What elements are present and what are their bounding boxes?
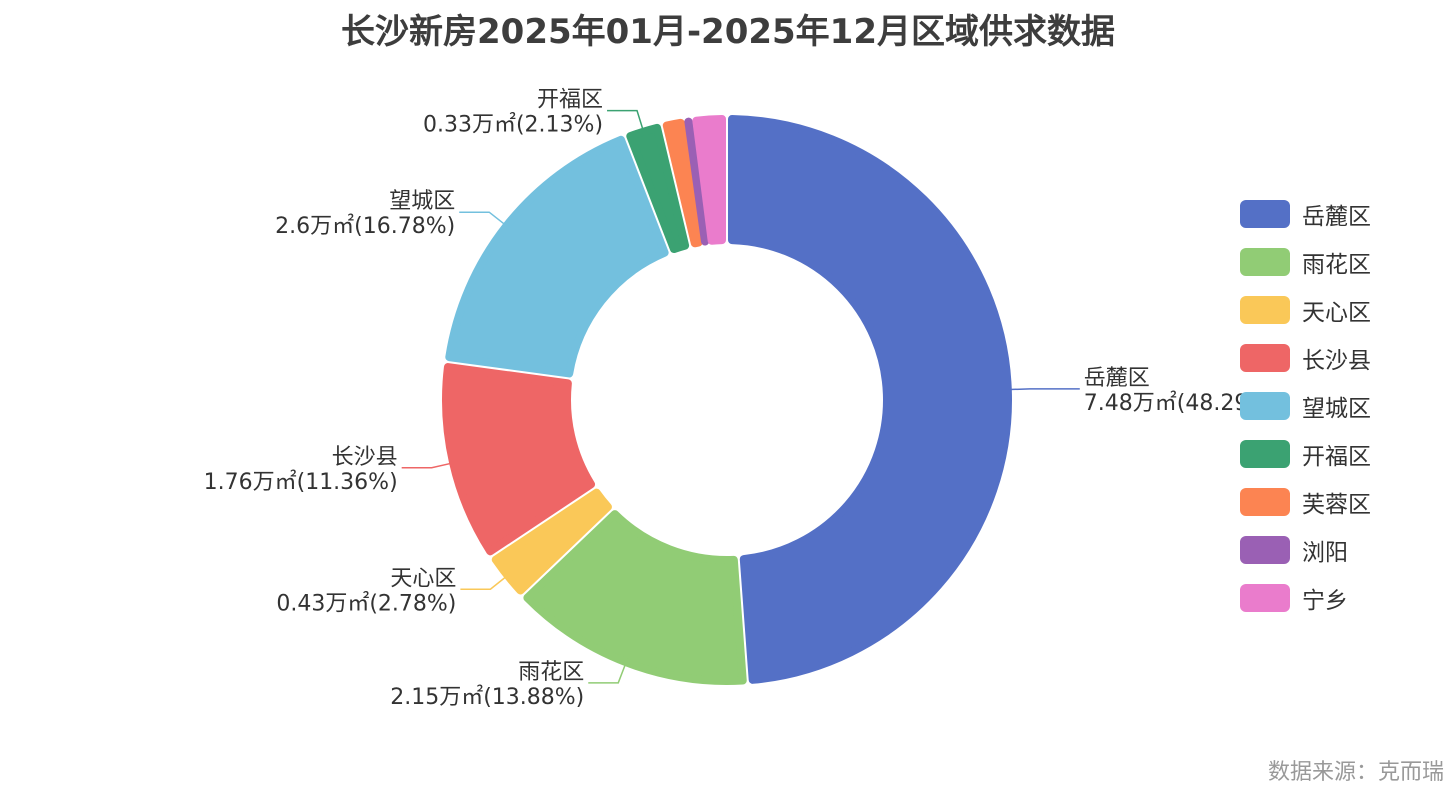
slice-59295fc3533a[interactable] <box>491 488 612 595</box>
slice-label-value-5f00798f533a: 0.33万㎡(2.13%) <box>423 112 603 138</box>
slice-5b814e61[interactable] <box>692 115 727 245</box>
legend-swatch <box>1240 440 1290 468</box>
slice-829984c9533a[interactable] <box>662 118 703 248</box>
slice-957f6c9953bf[interactable] <box>442 363 596 556</box>
label-line-5f00798f533a <box>607 109 644 130</box>
legend-label: 岳麓区 <box>1302 204 1371 230</box>
chart-legend: 岳麓区雨花区天心区长沙县望城区开福区芙蓉区浏阳宁乡 <box>1240 190 1371 622</box>
legend-label: 天心区 <box>1302 300 1371 326</box>
legend-item-671b57ce533a[interactable]: 望城区 <box>1240 382 1371 430</box>
legend-item-829984c9533a[interactable]: 芙蓉区 <box>1240 478 1371 526</box>
slice-label-value-96e882b1533a: 2.15万㎡(13.88%) <box>390 684 584 710</box>
slice-label-name-957f6c9953bf: 长沙县 <box>332 445 398 470</box>
legend-swatch <box>1240 296 1290 324</box>
slice-671b57ce533a[interactable] <box>445 135 669 378</box>
slice-labels: 岳麓区7.48万㎡(48.29%)雨花区2.15万㎡(13.88%)天心区0.4… <box>204 88 1278 710</box>
slice-label-name-59295fc3533a: 天心区 <box>390 566 456 591</box>
label-line-96e882b1533a <box>588 663 627 684</box>
legend-item-957f6c9953bf[interactable]: 长沙县 <box>1240 334 1371 382</box>
legend-swatch <box>1240 344 1290 372</box>
legend-swatch <box>1240 392 1290 420</box>
chart-title: 长沙新房2025年01月-2025年12月区域供求数据 <box>341 12 1115 52</box>
label-line-671b57ce533a <box>459 211 506 226</box>
legend-swatch <box>1240 536 1290 564</box>
label-line-957f6c9953bf <box>401 462 452 469</box>
legend-swatch <box>1240 584 1290 612</box>
slice-label-name-671b57ce533a: 望城区 <box>389 189 455 214</box>
slice-6d4f9633[interactable] <box>684 117 710 246</box>
legend-item-59295fc3533a[interactable]: 天心区 <box>1240 286 1371 334</box>
slice-label-name-96e882b1533a: 雨花区 <box>518 660 584 685</box>
legend-label: 望城区 <box>1302 396 1371 422</box>
slice-label-value-957f6c9953bf: 1.76万㎡(11.36%) <box>204 469 398 495</box>
data-source-note: 数据来源：克而瑞 <box>1267 760 1444 785</box>
legend-label: 宁乡 <box>1302 588 1348 614</box>
legend-item-6d4f9633[interactable]: 浏阳 <box>1240 526 1371 574</box>
legend-swatch <box>1240 200 1290 228</box>
slice-label-name-5f00798f533a: 开福区 <box>537 88 603 113</box>
legend-swatch <box>1240 488 1290 516</box>
slice-label-value-59295fc3533a: 0.43万㎡(2.78%) <box>276 590 456 616</box>
legend-item-5cb39e93533a[interactable]: 岳麓区 <box>1240 190 1371 238</box>
legend-label: 雨花区 <box>1302 252 1371 278</box>
legend-label: 开福区 <box>1302 444 1371 470</box>
label-line-5cb39e93533a <box>1009 388 1080 391</box>
legend-item-96e882b1533a[interactable]: 雨花区 <box>1240 238 1371 286</box>
slice-label-value-671b57ce533a: 2.6万㎡(16.78%) <box>275 213 455 239</box>
donut-slices <box>442 115 1012 685</box>
slice-5cb39e93533a[interactable] <box>727 115 1012 684</box>
legend-label: 芙蓉区 <box>1302 492 1371 518</box>
slice-label-name-5cb39e93533a: 岳麓区 <box>1084 366 1150 391</box>
slice-5f00798f533a[interactable] <box>626 123 690 254</box>
legend-label: 长沙县 <box>1302 348 1371 374</box>
legend-swatch <box>1240 248 1290 276</box>
label-line-59295fc3533a <box>460 576 507 591</box>
legend-item-5b814e61[interactable]: 宁乡 <box>1240 574 1371 622</box>
legend-item-5f00798f533a[interactable]: 开福区 <box>1240 430 1371 478</box>
slice-96e882b1533a[interactable] <box>523 510 747 685</box>
legend-label: 浏阳 <box>1302 540 1348 566</box>
